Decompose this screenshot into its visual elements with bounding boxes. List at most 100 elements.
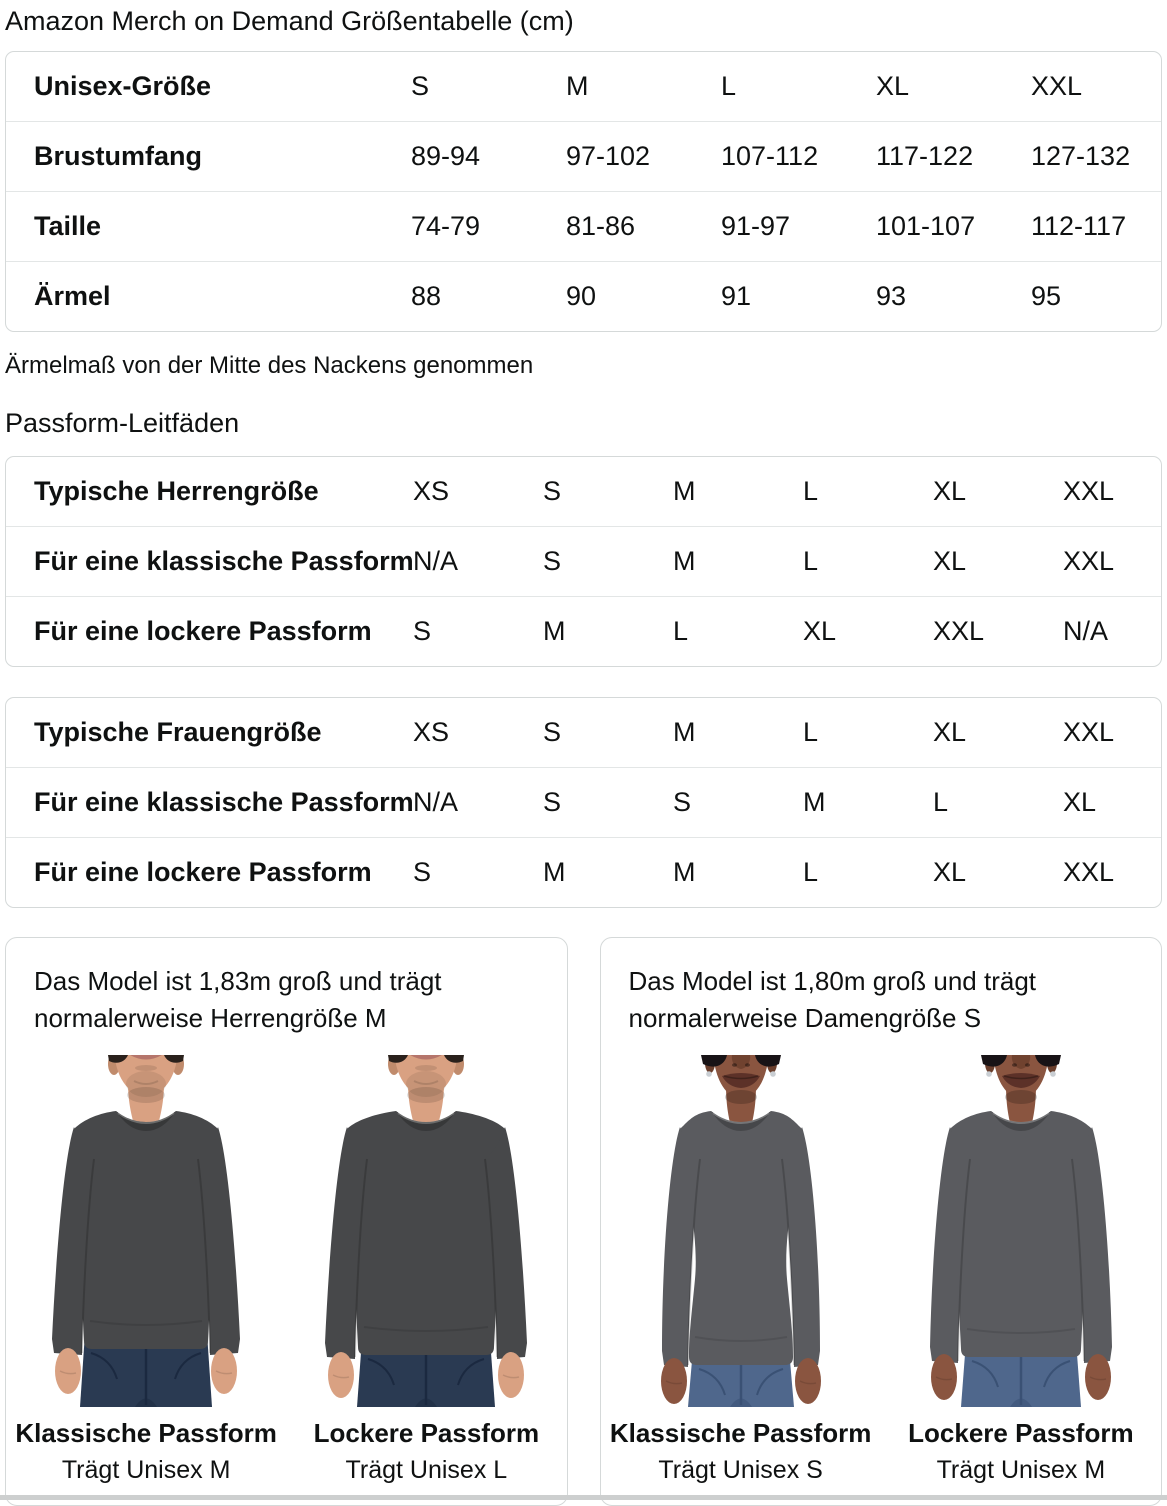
- size-cell: XXL: [1063, 546, 1115, 576]
- row-label: Für eine lockere Passform: [34, 857, 372, 887]
- size-cell: L: [803, 857, 819, 887]
- row-label: Für eine lockere Passform: [34, 616, 372, 646]
- model-photo: [607, 1054, 875, 1407]
- size-cell: S: [543, 546, 562, 576]
- size-cell: L: [721, 71, 737, 101]
- size-cell: XL: [876, 71, 910, 101]
- size-cell: XL: [933, 476, 967, 506]
- size-cell: M: [673, 546, 696, 576]
- model-figure: Lockere Passform Trägt Unisex L: [286, 1050, 566, 1485]
- table-row: Taille 74-79 81-86 91-97 101-107 112-117: [6, 191, 1161, 261]
- size-cell: N/A: [1063, 616, 1109, 646]
- size-worn-label: Trägt Unisex M: [61, 1455, 231, 1484]
- size-cell: M: [566, 71, 589, 101]
- womens-fit-table: Typische Frauengröße XS S M L XL XXL Für…: [5, 697, 1162, 908]
- size-cell: M: [543, 616, 566, 646]
- table-row: Für eine lockere Passform S M M L XL XXL: [6, 837, 1161, 907]
- fit-label: Lockere Passform: [908, 1417, 1134, 1448]
- model-caption: Das Model ist 1,83m groß und trägt norma…: [34, 966, 442, 1033]
- model-cards-row: Das Model ist 1,83m groß und trägt norma…: [5, 937, 1162, 1506]
- row-label: Ärmel: [34, 281, 111, 311]
- size-cell: 90: [566, 281, 597, 311]
- size-cell: S: [543, 787, 562, 817]
- size-cell: XXL: [1063, 857, 1115, 887]
- table-row: Typische Herrengröße XS S M L XL XXL: [6, 457, 1161, 526]
- table-row: Für eine lockere Passform S M L XL XXL N…: [6, 596, 1161, 666]
- size-cell: XXL: [1063, 476, 1115, 506]
- model-photo: [292, 1054, 560, 1407]
- size-cell: M: [803, 787, 826, 817]
- model-photo: [887, 1054, 1155, 1407]
- size-cell: L: [803, 476, 819, 506]
- size-cell: 74-79: [411, 211, 481, 241]
- size-cell: 81-86: [566, 211, 636, 241]
- table-row: Brustumfang 89-94 97-102 107-112 117-122…: [6, 121, 1161, 191]
- size-cell: M: [543, 857, 566, 887]
- size-cell: 112-117: [1031, 211, 1127, 241]
- figures-row: Klassische Passform Trägt Unisex M: [6, 1050, 567, 1485]
- size-cell: XL: [1063, 787, 1097, 817]
- size-cell: 91-97: [721, 211, 791, 241]
- size-cell: 107-112: [721, 141, 819, 171]
- fit-guides-heading: Passform-Leitfäden: [5, 408, 240, 438]
- size-cell: 91: [721, 281, 752, 311]
- size-cell: M: [673, 476, 696, 506]
- size-worn-label: Trägt Unisex M: [936, 1455, 1106, 1484]
- size-cell: M: [673, 857, 696, 887]
- row-label: Für eine klassische Passform: [34, 787, 414, 817]
- size-cell: S: [413, 616, 432, 646]
- size-cell: L: [933, 787, 949, 817]
- size-cell: 117-122: [876, 141, 974, 171]
- size-cell: XL: [933, 546, 967, 576]
- female-model-card: Das Model ist 1,80m groß und trägt norma…: [599, 937, 1162, 1506]
- figures-row: Klassische Passform Trägt Unisex S: [601, 1050, 1162, 1485]
- row-label: Brustumfang: [34, 141, 202, 171]
- table-row: Für eine klassische Passform N/A S S M L…: [6, 767, 1161, 837]
- sleeve-measure-note: Ärmelmaß von der Mitte des Nackens genom…: [5, 352, 534, 379]
- table-row: Ärmel 88 90 91 93 95: [6, 261, 1161, 331]
- male-model-card: Das Model ist 1,83m groß und trägt norma…: [5, 937, 568, 1506]
- size-cell: 88: [411, 281, 442, 311]
- size-cell: XL: [933, 857, 967, 887]
- size-cell: XXL: [1063, 717, 1115, 747]
- model-figure: Klassische Passform Trägt Unisex M: [6, 1050, 286, 1485]
- row-label: Unisex-Größe: [34, 71, 212, 101]
- table-row: Für eine klassische Passform N/A S M L X…: [6, 526, 1161, 596]
- size-cell: XS: [413, 476, 450, 506]
- size-cell: XXL: [933, 616, 985, 646]
- row-label: Typische Herrengröße: [34, 476, 319, 506]
- size-cell: L: [803, 717, 819, 747]
- size-cell: 97-102: [566, 141, 651, 171]
- model-caption: Das Model ist 1,80m groß und trägt norma…: [628, 966, 1037, 1033]
- size-cell: L: [673, 616, 689, 646]
- model-figure: Klassische Passform Trägt Unisex S: [601, 1050, 881, 1485]
- row-label: Typische Frauengröße: [34, 717, 322, 747]
- size-worn-label: Trägt Unisex L: [345, 1455, 508, 1484]
- bottom-divider-strip: [0, 1495, 1167, 1500]
- model-figure: Lockere Passform Trägt Unisex M: [881, 1050, 1161, 1485]
- row-label: Für eine klassische Passform: [34, 546, 414, 576]
- size-cell: S: [543, 476, 562, 506]
- page-title: Amazon Merch on Demand Größentabelle (cm…: [5, 6, 574, 36]
- size-cell: 101-107: [876, 211, 976, 241]
- size-cell: L: [803, 546, 819, 576]
- fit-label: Lockere Passform: [313, 1417, 540, 1448]
- size-cell: M: [673, 717, 696, 747]
- size-cell: S: [673, 787, 692, 817]
- size-cell: XXL: [1031, 71, 1083, 101]
- fit-label: Klassische Passform: [609, 1417, 872, 1448]
- size-cell: S: [543, 717, 562, 747]
- size-cell: S: [411, 71, 430, 101]
- mens-fit-table: Typische Herrengröße XS S M L XL XXL Für…: [5, 456, 1162, 667]
- size-cell: XS: [413, 717, 450, 747]
- size-cell: N/A: [413, 787, 459, 817]
- size-cell: 127-132: [1031, 141, 1131, 171]
- size-cell: 93: [876, 281, 907, 311]
- fit-label: Klassische Passform: [15, 1417, 277, 1448]
- size-cell: 95: [1031, 281, 1062, 311]
- size-cell: XL: [933, 717, 967, 747]
- size-cell: 89-94: [411, 141, 481, 171]
- table-row: Unisex-Größe S M L XL XXL: [6, 52, 1161, 121]
- size-cell: N/A: [413, 546, 459, 576]
